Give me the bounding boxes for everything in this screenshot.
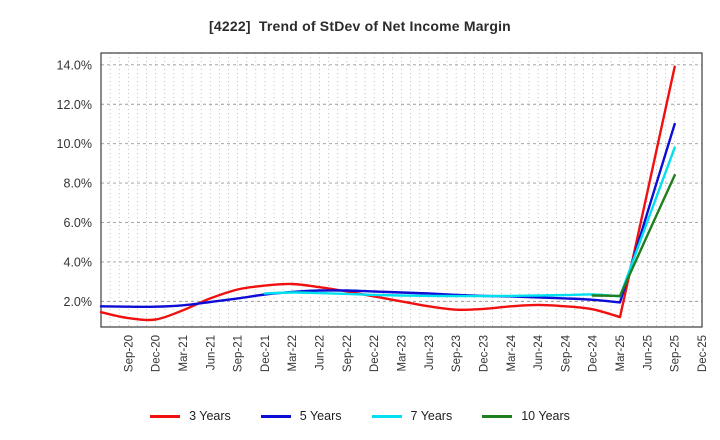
x-tick-label: Jun-21 xyxy=(205,335,217,370)
x-tick-label: Mar-23 xyxy=(397,335,409,371)
y-tick-label: 6.0% xyxy=(64,216,93,230)
legend-swatch xyxy=(150,414,181,418)
y-tick-label: 14.0% xyxy=(57,58,92,72)
series-line-5-years xyxy=(99,122,676,309)
x-tick-label: Mar-25 xyxy=(615,335,627,371)
x-tick-label: Dec-21 xyxy=(260,335,272,372)
legend-label: 3 Years xyxy=(189,409,231,423)
x-tick-label: Sep-25 xyxy=(670,335,682,372)
x-tick-label: Sep-20 xyxy=(123,335,135,372)
legend-item: 3 Years xyxy=(150,409,231,423)
legend-swatch xyxy=(371,414,402,418)
x-tick-label: Dec-24 xyxy=(588,334,600,372)
chart-title: [4222] Trend of StDev of Net Income Marg… xyxy=(209,18,511,34)
x-tick-label: Sep-21 xyxy=(233,335,245,372)
y-tick-label: 2.0% xyxy=(64,295,93,309)
legend-item: 5 Years xyxy=(260,409,342,423)
y-tick-label: 8.0% xyxy=(64,177,93,191)
x-tick-label: Sep-22 xyxy=(342,335,354,372)
chart-legend: 3 Years 5 Years 7 Years 10 Years xyxy=(0,403,720,429)
series-line-10-years xyxy=(591,174,676,298)
x-tick-label: Mar-24 xyxy=(506,334,518,371)
x-tick-label: Sep-23 xyxy=(451,335,463,372)
legend-swatch xyxy=(260,414,291,418)
legend-label: 5 Years xyxy=(299,409,342,423)
series-line-3-years xyxy=(99,65,676,322)
x-tick-label: Dec-22 xyxy=(369,335,381,372)
x-tick-label: Dec-25 xyxy=(697,335,709,372)
x-tick-label: Jun-24 xyxy=(533,334,545,370)
x-tick-label: Sep-24 xyxy=(560,334,572,372)
legend-item: 10 Years xyxy=(482,409,570,423)
x-tick-label: Jun-22 xyxy=(315,335,327,370)
x-tick-label: Dec-20 xyxy=(151,335,163,372)
x-tick-label: Jun-25 xyxy=(642,335,654,370)
y-tick-label: 4.0% xyxy=(64,255,93,269)
legend-label: 7 Years xyxy=(410,409,453,423)
y-tick-label: 12.0% xyxy=(57,98,92,112)
series-line-7-years xyxy=(263,146,676,298)
y-tick-label: 10.0% xyxy=(57,137,92,151)
legend-swatch xyxy=(482,414,513,418)
x-tick-label: Jun-23 xyxy=(424,335,436,370)
x-tick-label: Mar-21 xyxy=(178,335,190,371)
plot-frame xyxy=(100,52,703,328)
legend-label: 10 Years xyxy=(521,409,570,423)
x-tick-label: Dec-23 xyxy=(478,335,490,372)
legend-item: 7 Years xyxy=(371,409,453,423)
x-tick-label: Mar-22 xyxy=(287,335,299,371)
